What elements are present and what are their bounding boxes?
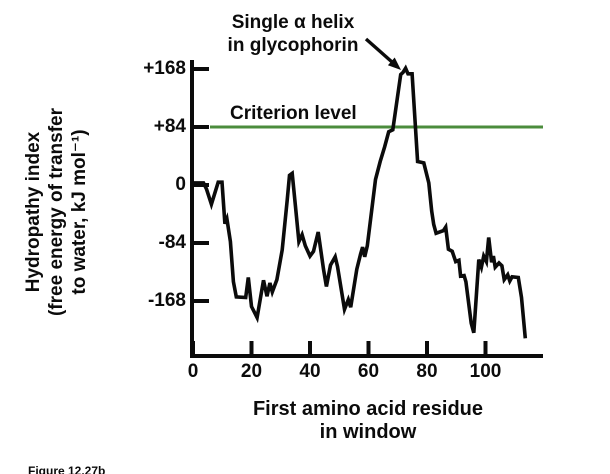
x-tick-label: 0 bbox=[187, 361, 199, 382]
y-axis-label: Hydropathy index (free energy of transfe… bbox=[22, 77, 94, 347]
y-axis-label-line-1: Hydropathy index bbox=[23, 131, 44, 293]
figure-caption: Figure 12.27b bbox=[28, 464, 106, 474]
y-tick-label: +168 bbox=[143, 58, 186, 79]
x-tick-label: 20 bbox=[240, 361, 263, 382]
annotation-arrow-shaft bbox=[364, 37, 394, 64]
x-tick-label: 100 bbox=[469, 361, 502, 382]
y-tick-label: -168 bbox=[147, 290, 186, 311]
x-tick-label: 40 bbox=[299, 361, 321, 382]
criterion-level-label: Criterion level bbox=[230, 103, 357, 124]
annotation-single-alpha-helix: Single α helix in glycophorin bbox=[208, 11, 378, 57]
annotation-arrow-head bbox=[387, 57, 401, 70]
annotation-line-1: Single α helix bbox=[231, 12, 355, 33]
y-tick-label: 0 bbox=[175, 174, 186, 195]
y-tick-label: +84 bbox=[153, 116, 186, 137]
x-axis-label-line-1: First amino acid residue bbox=[252, 398, 484, 420]
y-tick-label: -84 bbox=[158, 232, 186, 253]
hydropathy-curve bbox=[193, 64, 528, 339]
annotation-line-2: in glycophorin bbox=[227, 35, 359, 56]
y-axis-label-line-3: to water, kJ mol⁻¹) bbox=[69, 129, 90, 295]
x-tick-label: 60 bbox=[357, 361, 380, 382]
y-axis-label-line-2: (free energy of transfer bbox=[46, 108, 67, 317]
x-axis-label: First amino acid residue in window bbox=[218, 398, 518, 444]
x-axis-label-line-2: in window bbox=[319, 421, 417, 443]
x-tick-label: 80 bbox=[416, 361, 438, 382]
